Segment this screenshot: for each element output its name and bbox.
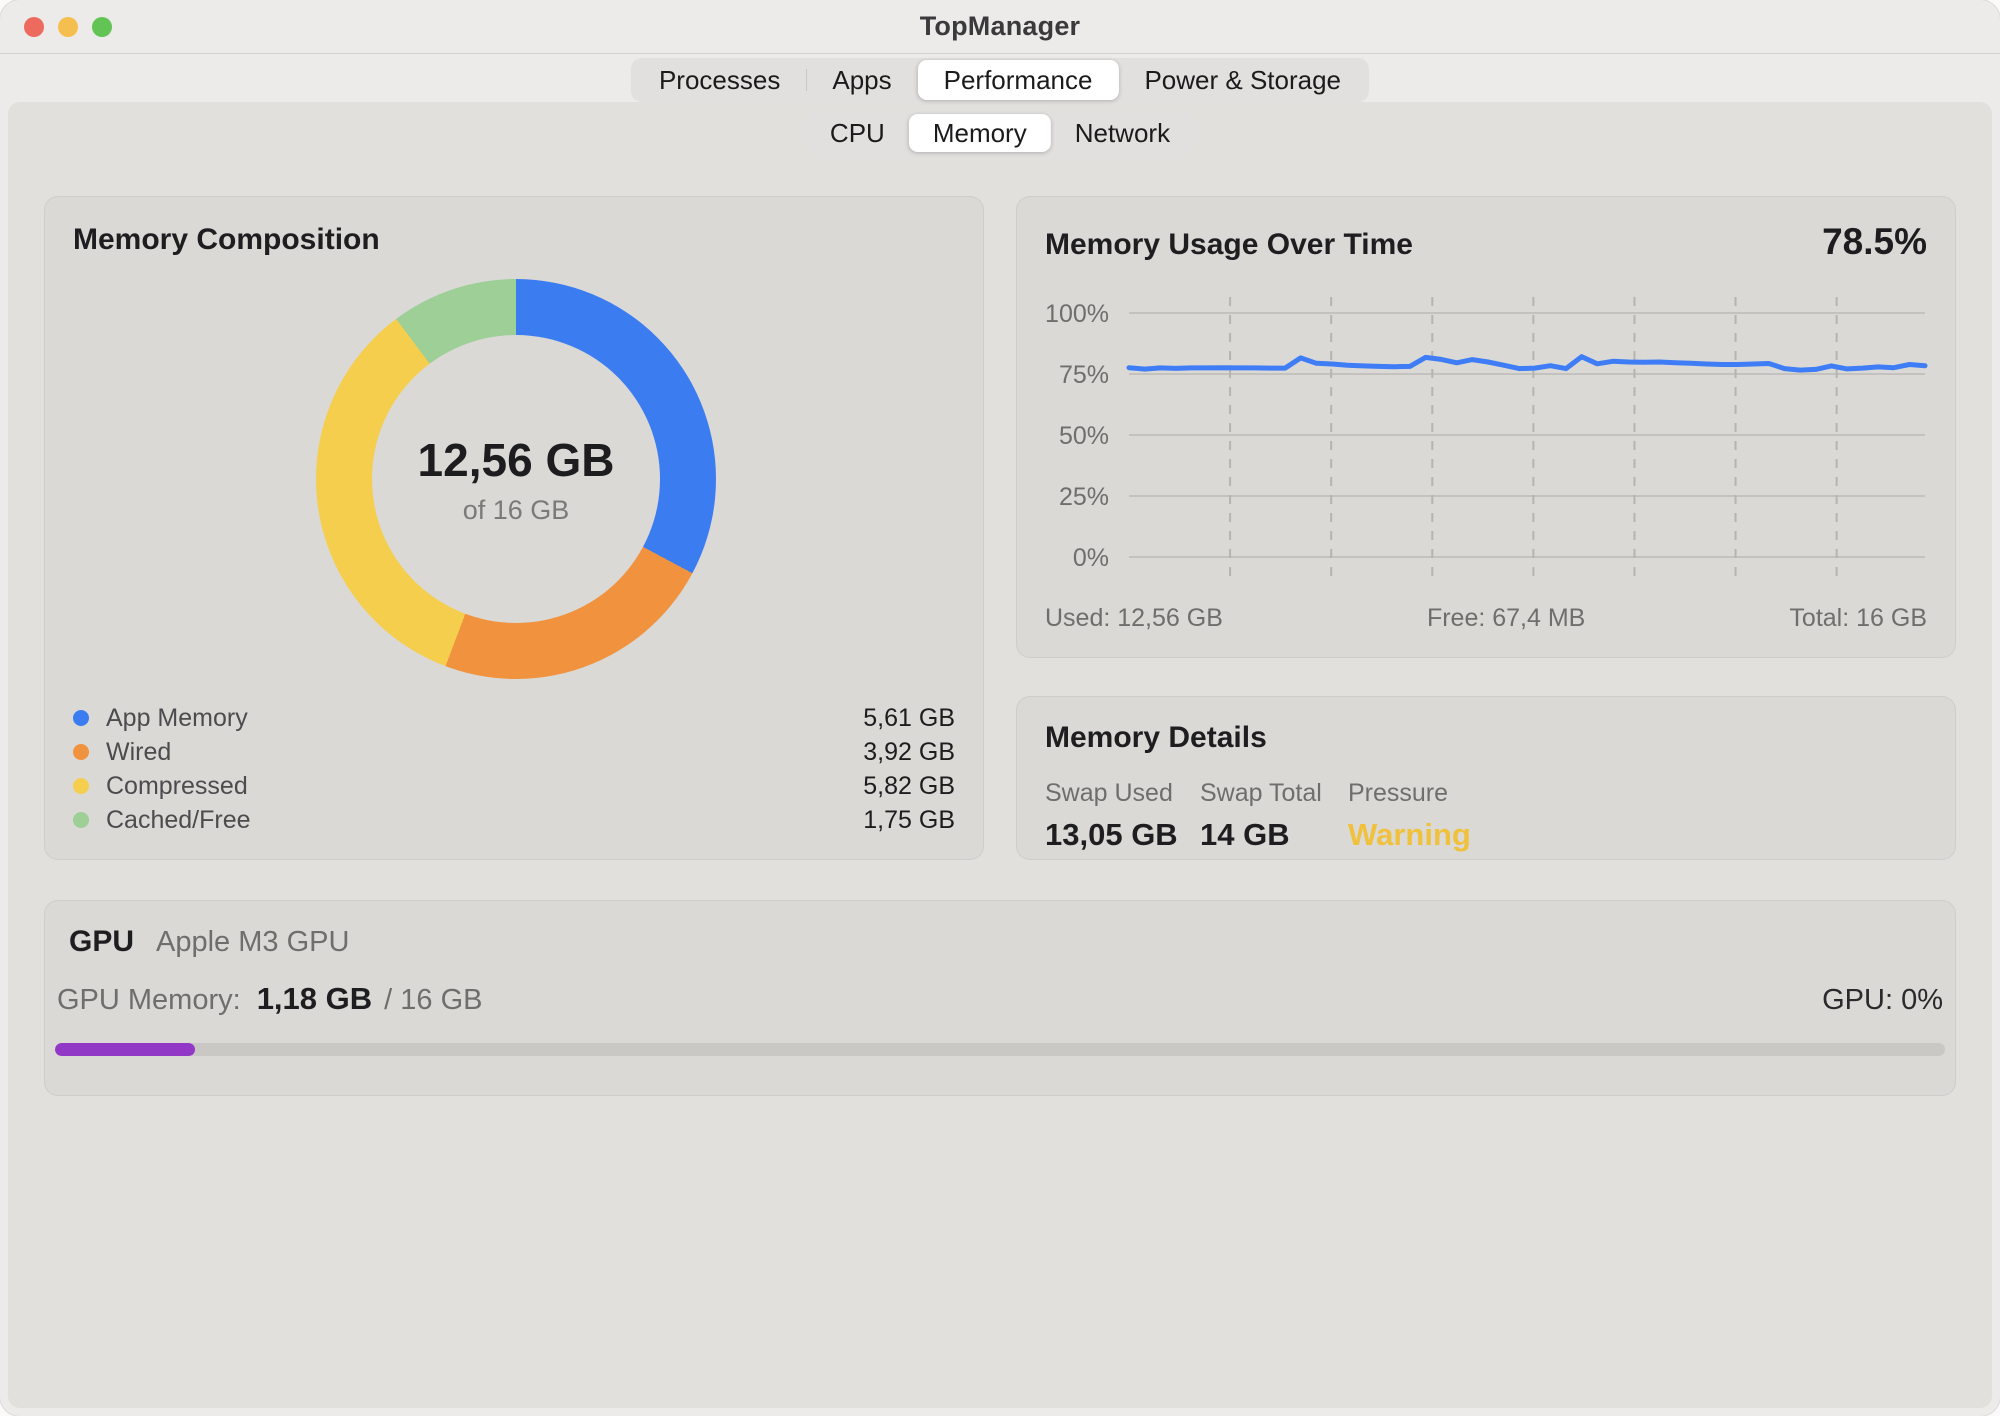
gpu-device-name: Apple M3 GPU [156, 926, 349, 959]
memory-total-caption: of 16 GB [463, 495, 570, 526]
gpu-memory-progress-fill [55, 1043, 195, 1056]
memory-free-label: Free: 67,4 MB [1427, 604, 1585, 633]
memory-usage-line-series [1129, 357, 1925, 370]
gpu-panel: GPU Apple M3 GPU GPU Memory: 1,18 GB / 1… [44, 900, 1956, 1096]
title-bar: TopManager [0, 0, 2000, 54]
zoom-button[interactable] [92, 17, 112, 37]
detail-label: Swap Total [1200, 779, 1348, 808]
main-tab-bar: ProcessesAppsPerformancePower & Storage [631, 58, 1369, 102]
y-axis-tick-25: 25% [1059, 483, 1109, 511]
y-axis-tick-50: 50% [1059, 422, 1109, 450]
detail-swap-used: Swap Used 13,05 GB [1045, 779, 1200, 853]
legend-value: 3,92 GB [863, 738, 955, 767]
memory-details-row: Swap Used 13,05 GBSwap Total 14 GBPressure… [1045, 779, 1471, 853]
memory-usage-panel: Memory Usage Over Time 78.5% 100% 75% 50% 2… [1016, 196, 1956, 658]
legend-row-app-memory: App Memory 5,61 GB [73, 701, 955, 735]
subtab-memory[interactable]: Memory [909, 114, 1051, 152]
legend-label: App Memory [106, 704, 248, 733]
memory-composition-panel: Memory Composition 12,56 GB of 16 GB App… [44, 196, 984, 860]
gpu-memory-total: / 16 GB [384, 984, 482, 1017]
memory-usage-current-percent: 78.5% [1822, 221, 1927, 263]
detail-pressure: Pressure Warning [1348, 779, 1471, 853]
legend-dot-cached-free [73, 812, 89, 828]
gpu-memory-label: GPU Memory: [57, 984, 241, 1017]
detail-value: Warning [1348, 817, 1471, 853]
memory-details-panel: Memory Details Swap Used 13,05 GBSwap Tot… [1016, 696, 1956, 860]
memory-composition-legend: App Memory 5,61 GB Wired 3,92 GB Compressed 5… [73, 701, 955, 837]
close-button[interactable] [24, 17, 44, 37]
legend-dot-app-memory [73, 710, 89, 726]
legend-label: Cached/Free [106, 806, 251, 835]
traffic-lights [24, 17, 112, 37]
app-window: TopManager ProcessesAppsPerformancePower… [0, 0, 2000, 1416]
detail-label: Swap Used [1045, 779, 1200, 808]
gpu-memory-progress-track [55, 1043, 1945, 1056]
legend-value: 5,61 GB [863, 704, 955, 733]
memory-used-value: 12,56 GB [418, 433, 615, 487]
legend-row-compressed: Compressed 5,82 GB [73, 769, 955, 803]
y-axis-tick-75: 75% [1059, 361, 1109, 389]
memory-details-title: Memory Details [1045, 721, 1267, 755]
gpu-usage-percent: GPU: 0% [1822, 984, 1943, 1017]
legend-label: Compressed [106, 772, 248, 801]
legend-dot-compressed [73, 778, 89, 794]
tab-processes[interactable]: Processes [633, 60, 806, 100]
subtab-network[interactable]: Network [1051, 114, 1194, 152]
window-title: TopManager [920, 11, 1081, 42]
memory-composition-title: Memory Composition [73, 223, 380, 257]
y-axis-tick-100: 100% [1045, 300, 1109, 328]
memory-usage-title: Memory Usage Over Time [1045, 228, 1413, 262]
detail-swap-total: Swap Total 14 GB [1200, 779, 1348, 853]
tab-apps[interactable]: Apps [806, 60, 917, 100]
detail-label: Pressure [1348, 779, 1471, 808]
legend-dot-wired [73, 744, 89, 760]
detail-value: 14 GB [1200, 817, 1348, 853]
performance-subtab-bar: CPUMemoryNetwork [804, 112, 1196, 154]
memory-composition-donut-chart: 12,56 GB of 16 GB [316, 279, 716, 679]
legend-row-cached-free: Cached/Free 1,75 GB [73, 803, 955, 837]
legend-label: Wired [106, 738, 171, 767]
legend-value: 1,75 GB [863, 806, 955, 835]
legend-value: 5,82 GB [863, 772, 955, 801]
donut-center: 12,56 GB of 16 GB [372, 335, 660, 623]
gpu-heading: GPU [69, 925, 134, 959]
legend-row-wired: Wired 3,92 GB [73, 735, 955, 769]
subtab-cpu[interactable]: CPU [806, 114, 909, 152]
gpu-memory-used: 1,18 GB [257, 981, 372, 1017]
memory-used-label: Used: 12,56 GB [1045, 604, 1223, 633]
memory-usage-line-chart: 100% 75% 50% 25% 0% [1045, 283, 1929, 589]
tab-power-storage[interactable]: Power & Storage [1118, 60, 1367, 100]
y-axis-tick-0: 0% [1073, 544, 1109, 572]
memory-total-label: Total: 16 GB [1789, 604, 1927, 633]
minimize-button[interactable] [58, 17, 78, 37]
tab-performance[interactable]: Performance [918, 60, 1119, 100]
detail-value: 13,05 GB [1045, 817, 1200, 853]
